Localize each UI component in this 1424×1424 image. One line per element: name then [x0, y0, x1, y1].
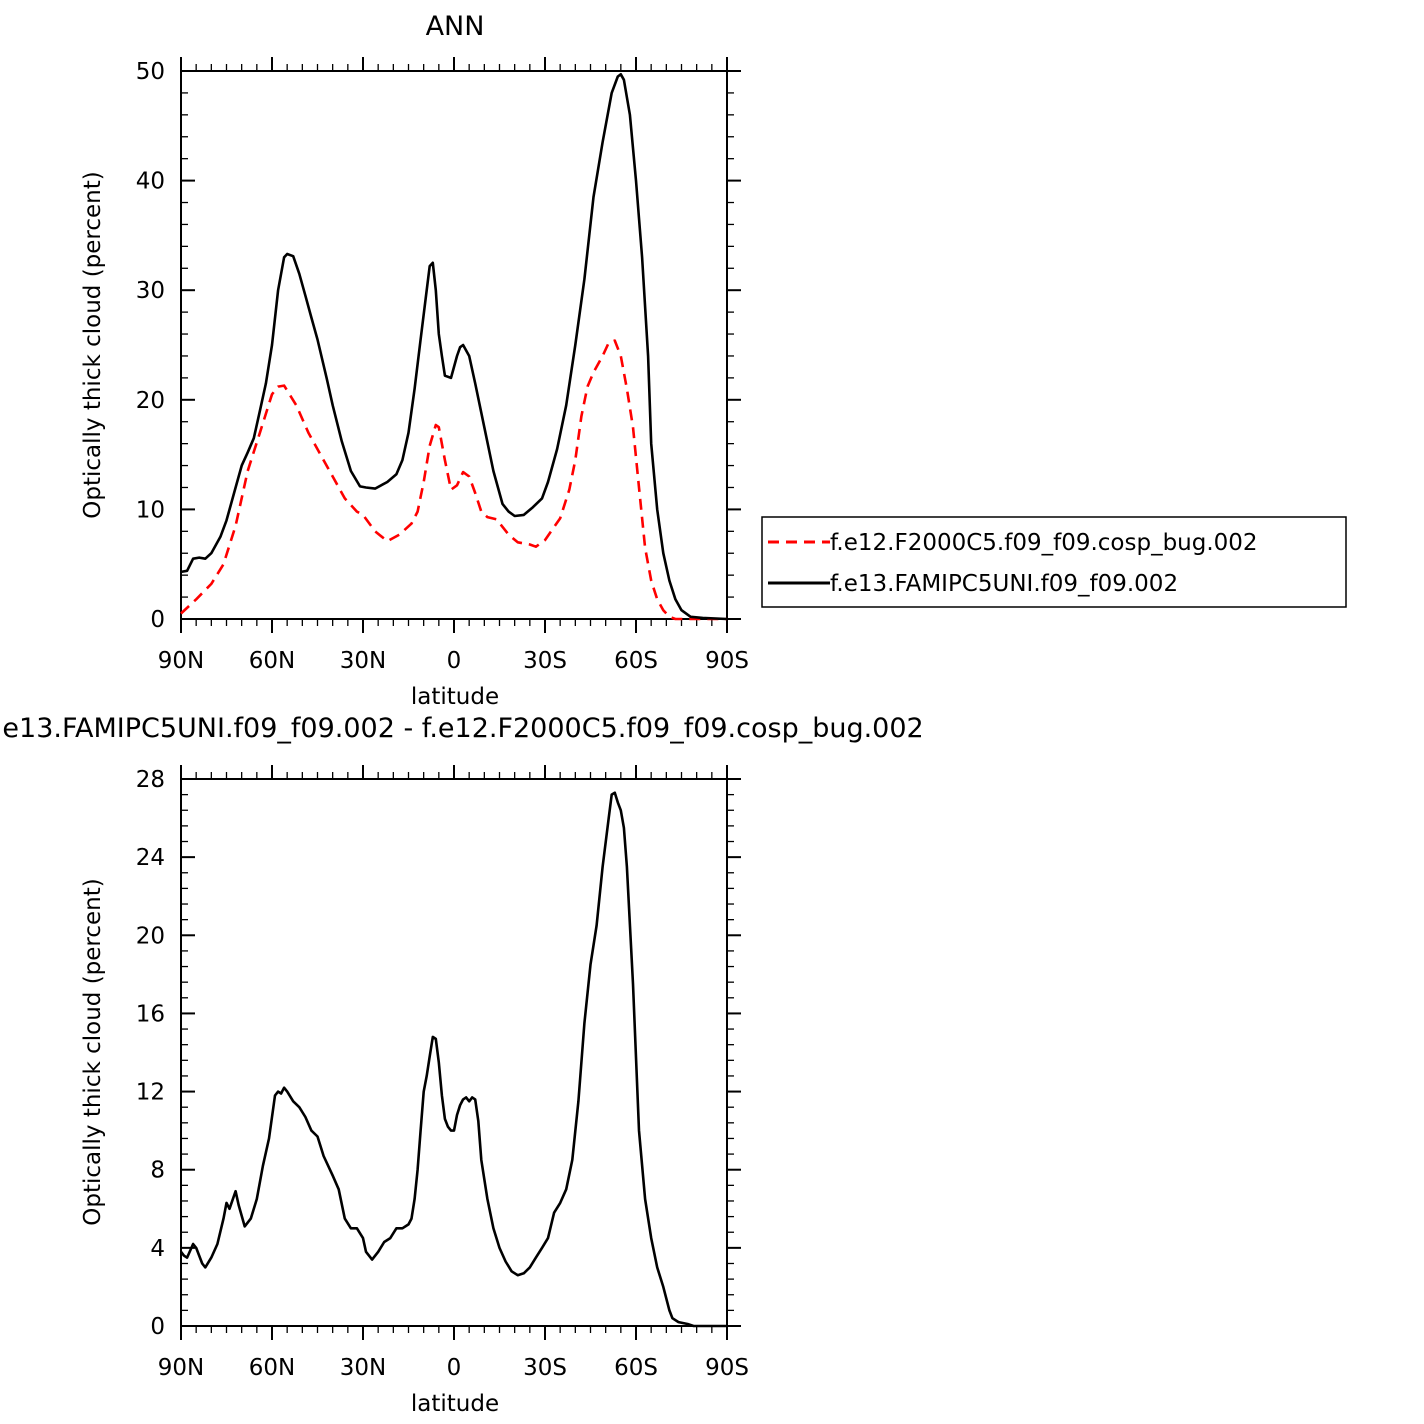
legend-label-0: f.e12.F2000C5.f09_f09.cosp_bug.002 [830, 530, 1258, 556]
bottom-x-tick-label: 60S [614, 1355, 658, 1381]
bottom-x-tick-label: 30S [523, 1355, 567, 1381]
bottom-x-axis-label: latitude [411, 1391, 499, 1417]
bottom-y-tick-label: 0 [150, 1314, 165, 1340]
bottom-panel: f.e13.FAMIPC5UNI.f09_f09.002 - f.e12.F20… [0, 713, 924, 1417]
bottom-series-line-0 [179, 791, 727, 1328]
bottom-y-tick-label: 12 [136, 1080, 165, 1106]
bottom-y-tick-label: 4 [150, 1236, 165, 1262]
legend-box [761, 516, 1347, 608]
top-series-line-0 [180, 339, 727, 621]
bottom-x-tick-label: 60N [249, 1355, 295, 1381]
top-y-tick-label: 50 [136, 59, 165, 85]
legend-label-1: f.e13.FAMIPC5UNI.f09_f09.002 [830, 571, 1178, 597]
bottom-x-tick-label: 90S [705, 1355, 749, 1381]
bottom-x-tick-label: 30N [340, 1355, 386, 1381]
top-x-tick-label: 90N [158, 648, 204, 674]
bottom-y-axis-label: Optically thick cloud (percent) [80, 878, 106, 1225]
top-x-tick-label: 30N [340, 648, 386, 674]
top-panel: ANN 90N 60N 30N 0 30S 60S 90S 0 10 20 30 40 50 Optic… [80, 11, 749, 710]
top-x-tick-label: 0 [447, 648, 462, 674]
bottom-plot-area: 90N 60N 30N 0 30S 60S 90S 0 4 8 12 16 20 24 28 [136, 765, 749, 1381]
top-y-tick-label: 40 [136, 169, 165, 195]
top-y-tick-label: 0 [150, 607, 165, 633]
top-x-tick-label: 90S [705, 648, 749, 674]
top-x-axis-label: latitude [411, 684, 499, 710]
top-plot-area: 90N 60N 30N 0 30S 60S 90S 0 10 20 30 40 50 [136, 57, 749, 674]
top-x-tick-label: 60N [249, 648, 295, 674]
legend: f.e12.F2000C5.f09_f09.cosp_bug.002 f.e13… [761, 516, 1347, 608]
top-x-tick-label: 30S [523, 648, 567, 674]
bottom-x-tick-label: 0 [447, 1355, 462, 1381]
bottom-panel-title: f.e13.FAMIPC5UNI.f09_f09.002 - f.e12.F20… [0, 713, 924, 744]
bottom-frame [180, 778, 728, 1327]
bottom-y-tick-label: 20 [136, 923, 165, 949]
top-x-tick-label: 60S [614, 648, 658, 674]
top-y-tick-label: 10 [136, 497, 165, 523]
top-y-tick-label: 30 [136, 278, 165, 304]
top-panel-title: ANN [426, 11, 485, 42]
bottom-y-tick-label: 16 [136, 1001, 165, 1027]
top-series-line-1 [180, 73, 728, 621]
bottom-y-tick-label: 24 [136, 845, 165, 871]
bottom-x-tick-label: 90N [158, 1355, 204, 1381]
bottom-y-tick-label: 28 [136, 767, 165, 793]
bottom-y-tick-label: 8 [150, 1158, 165, 1184]
top-y-tick-label: 20 [136, 388, 165, 414]
top-y-axis-label: Optically thick cloud (percent) [80, 171, 106, 518]
